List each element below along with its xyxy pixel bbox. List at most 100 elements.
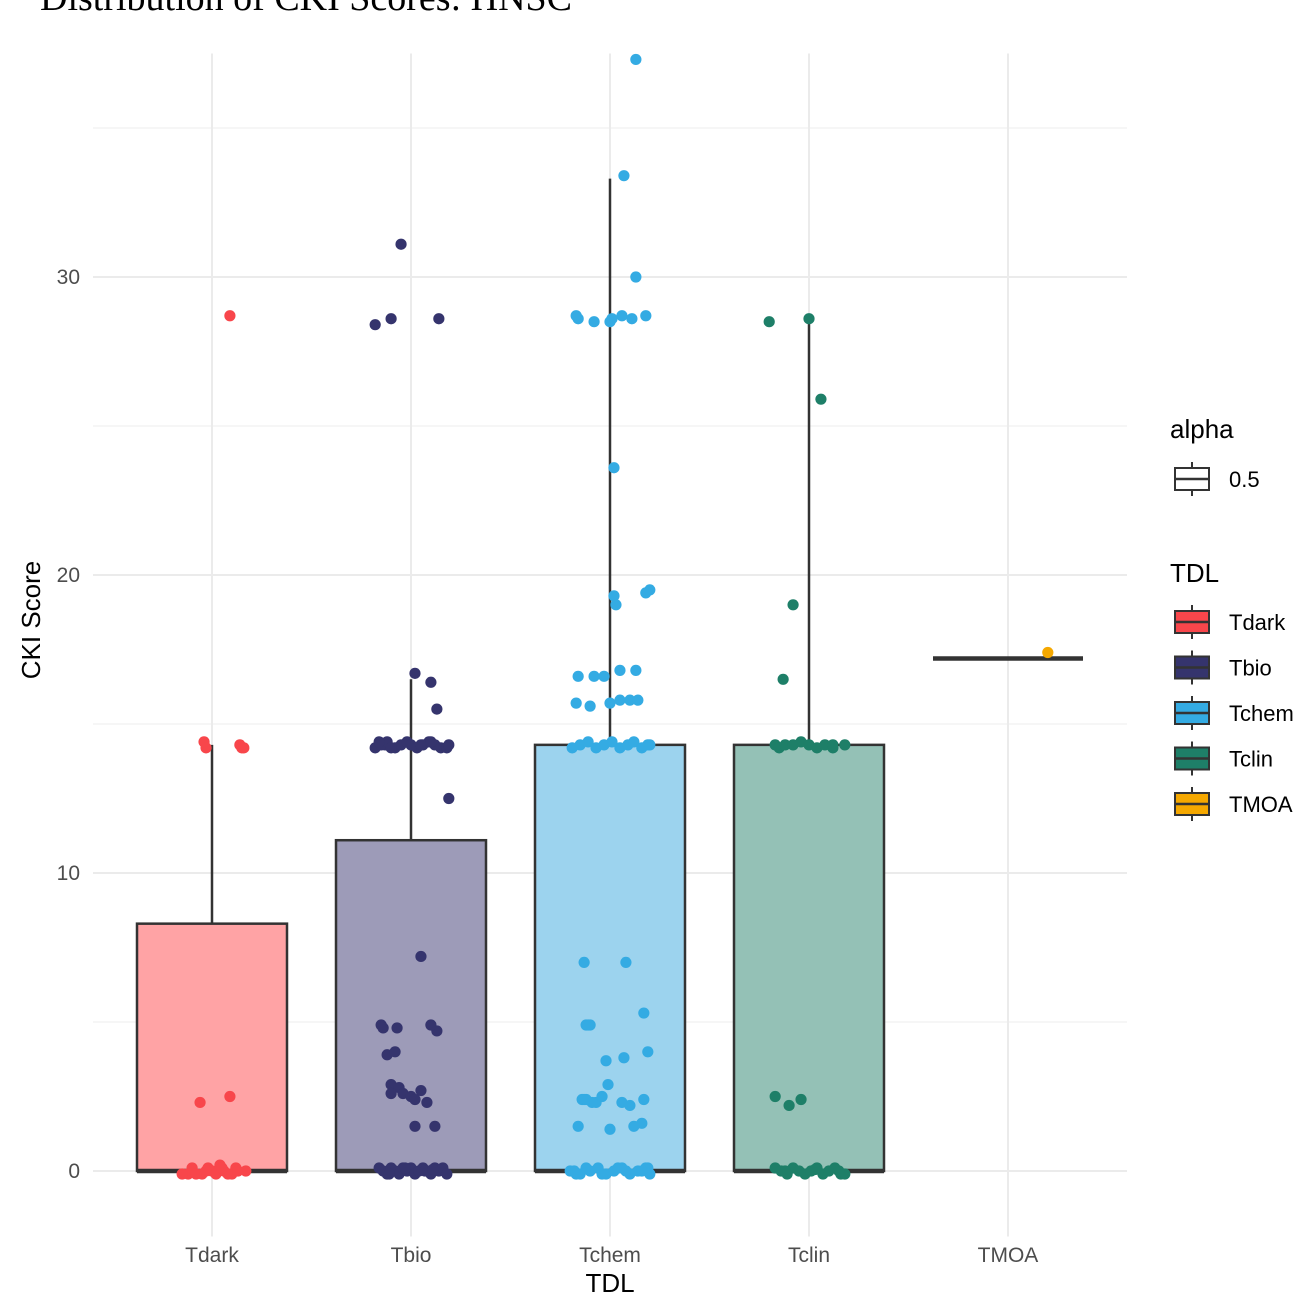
point-tchem (618, 1052, 630, 1064)
point-tbio (385, 742, 397, 754)
point-tdark (224, 1090, 236, 1103)
point-tchem (608, 590, 620, 602)
point-tchem (596, 1168, 608, 1180)
point-tbio (425, 1019, 437, 1031)
point-tchem (604, 697, 616, 709)
points-tbio (369, 238, 455, 1180)
point-tchem (618, 170, 630, 182)
point-tbio (431, 703, 443, 715)
legend: alpha 0.5 TDL Tdark Tbio Tchem Tclin TMOA (1170, 414, 1294, 821)
point-tbio (415, 739, 427, 751)
point-tchem (630, 53, 642, 66)
point-tchem (642, 1046, 654, 1058)
point-tchem (606, 313, 618, 325)
point-tbio (391, 1022, 403, 1034)
point-tchem (632, 694, 644, 706)
point-tchem (614, 664, 626, 676)
point-tchem (586, 1096, 598, 1109)
point-tchem (588, 670, 600, 682)
legend-title-alpha: alpha (1170, 414, 1234, 444)
point-tchem (624, 1099, 636, 1112)
point-tchem (588, 316, 600, 328)
point-tchem (584, 1019, 596, 1031)
y-tick-label: 20 (57, 564, 80, 587)
legend-key-tbio (1174, 650, 1210, 685)
x-tick-label-tclin: Tclin (788, 1244, 830, 1267)
point-tclin (795, 1093, 807, 1106)
point-tchem (604, 1123, 616, 1135)
point-tbio (425, 676, 437, 688)
point-tchem (640, 587, 652, 599)
legend-label-alpha: 0.5 (1229, 467, 1260, 492)
boxplots (135, 178, 1083, 1174)
point-tchem (580, 1162, 592, 1174)
point-tbio (369, 319, 381, 331)
point-tdark (176, 1168, 188, 1180)
point-tbio (399, 1162, 411, 1174)
points-tdark (176, 310, 252, 1180)
point-tchem (572, 1120, 584, 1132)
point-tchem (630, 271, 642, 283)
x-tick-label-tdark: Tdark (185, 1244, 239, 1267)
point-tchem (610, 599, 622, 611)
point-tclin (815, 393, 827, 405)
point-tclin (779, 1165, 791, 1177)
point-tchem (608, 462, 620, 474)
point-tchem (640, 310, 652, 322)
point-tclin (787, 599, 799, 611)
box-tdark (135, 744, 289, 1174)
point-tclin (839, 739, 851, 751)
point-tchem (624, 694, 636, 706)
point-tdark (216, 1162, 228, 1174)
point-tbio (441, 1168, 453, 1180)
point-tchem (638, 1093, 650, 1106)
point-tbio (433, 313, 445, 325)
point-tbio (383, 1168, 395, 1180)
jitter-points (176, 53, 1054, 1180)
point-tchem (598, 670, 610, 682)
point-tchem (620, 956, 632, 969)
point-tchem (630, 664, 642, 676)
box-tdark-body (135, 922, 289, 1173)
legend-key-alpha (1174, 462, 1210, 496)
point-tbio (385, 313, 397, 325)
x-tick-label-tchem: Tchem (579, 1244, 641, 1267)
point-tdark (194, 1096, 206, 1109)
legend-key-tmoa (1174, 787, 1210, 821)
chart-title: Distribution of CKI Scores: HNSC (40, 0, 572, 19)
point-tdark (232, 1165, 244, 1177)
point-tchem (582, 736, 594, 748)
y-tick-label: 10 (57, 862, 80, 885)
y-tick-label: 0 (68, 1160, 80, 1183)
point-tbio (415, 950, 427, 963)
point-tclin (809, 1163, 821, 1176)
point-tchem (636, 1165, 648, 1177)
legend-label-tclin: Tclin (1229, 747, 1273, 772)
point-tchem (602, 1078, 614, 1091)
point-tbio (377, 1022, 389, 1034)
point-tmoa (1042, 646, 1054, 659)
point-tchem (644, 739, 656, 751)
point-tchem (614, 694, 626, 706)
legend-key-tclin (1174, 741, 1210, 776)
point-tclin (763, 316, 775, 328)
y-tick-label: 30 (57, 266, 80, 289)
point-tbio (395, 238, 407, 250)
point-tchem (636, 1117, 648, 1129)
legend-label-tdark: Tdark (1229, 610, 1286, 635)
point-tclin (777, 673, 789, 685)
points-tmoa (1042, 646, 1054, 659)
point-tchem (568, 1165, 580, 1177)
point-tchem (584, 700, 596, 712)
box-tchem (533, 178, 687, 1174)
legend-key-tdark (1174, 605, 1210, 639)
point-tchem (572, 313, 584, 325)
point-tclin (833, 1165, 845, 1177)
point-tbio (415, 1084, 427, 1097)
legend-title-tdl: TDL (1170, 558, 1219, 588)
box-tbio-body (334, 838, 488, 1173)
legend-label-tbio: Tbio (1229, 656, 1272, 681)
point-tbio (443, 739, 455, 751)
point-tdark (238, 742, 250, 754)
